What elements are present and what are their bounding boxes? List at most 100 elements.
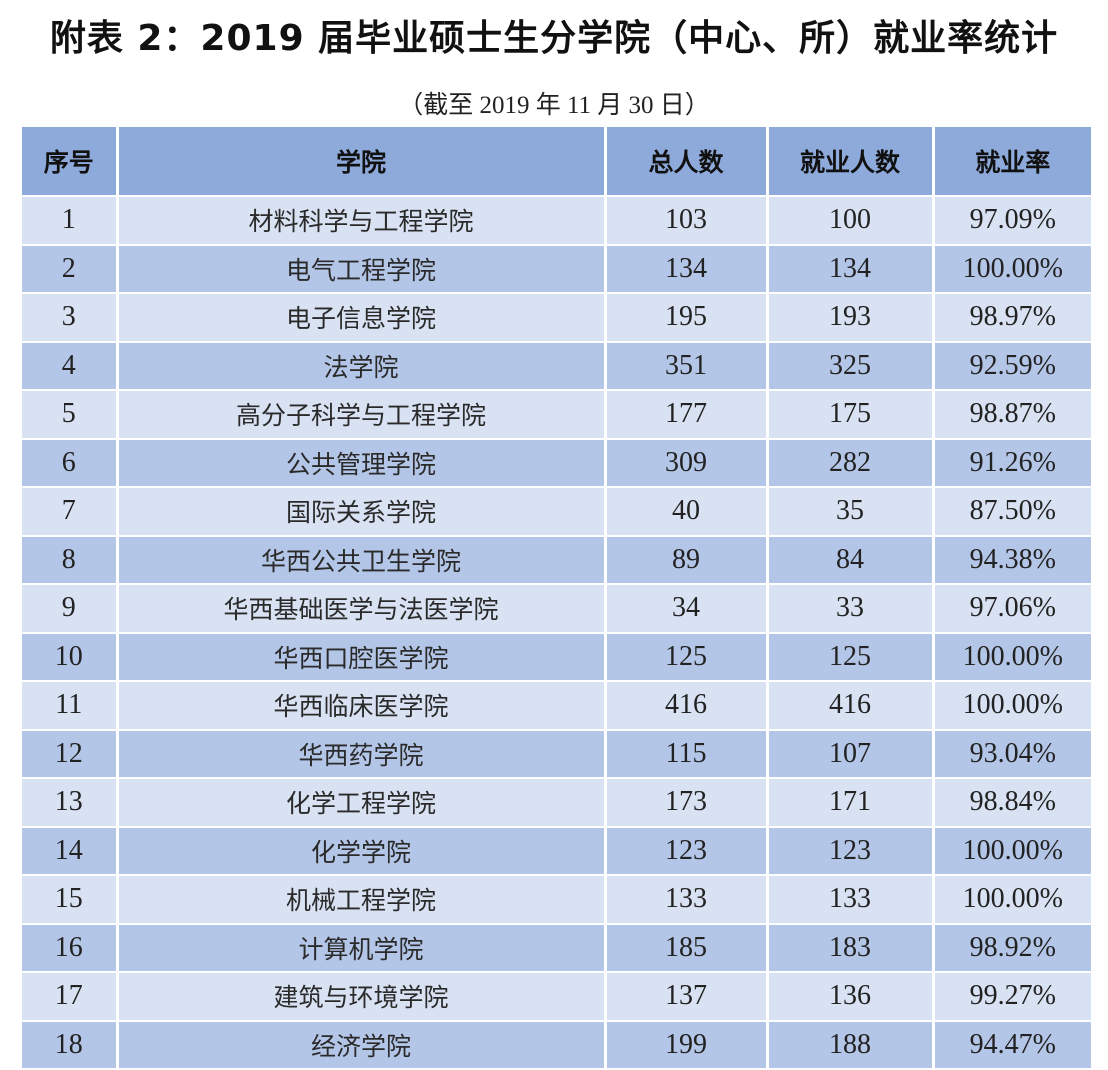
cell-total: 103	[603, 196, 767, 246]
header-rate: 就业率	[931, 127, 1091, 197]
table-header-row: 序号 学院 总人数 就业人数 就业率	[22, 127, 1091, 197]
table-subtitle-date: （截至 2019 年 11 月 30 日）	[398, 92, 710, 119]
table-row: 9 华西基础医学与法医学院 34 33 97.06%	[22, 584, 1091, 634]
cell-rate: 93.04%	[931, 729, 1091, 779]
cell-rate: 98.84%	[931, 778, 1091, 828]
cell-rate: 94.47%	[931, 1020, 1091, 1070]
table-row: 13 化学工程学院 173 171 98.84%	[22, 778, 1091, 828]
cell-total: 351	[603, 341, 767, 391]
table-row: 7 国际关系学院 40 35 87.50%	[22, 487, 1091, 537]
table-row: 1 材料科学与工程学院 103 100 97.09%	[22, 196, 1091, 246]
employment-rate-table: 序号 学院 总人数 就业人数 就业率 1 材料科学与工程学院 103 100 9…	[22, 127, 1091, 1070]
cell-total: 134	[603, 244, 767, 294]
cell-rate: 92.59%	[931, 341, 1091, 391]
table-row: 15 机械工程学院 133 133 100.00%	[22, 875, 1091, 925]
cell-rate: 100.00%	[931, 875, 1091, 925]
cell-index: 12	[22, 729, 117, 779]
cell-employed: 107	[765, 729, 933, 779]
cell-rate: 94.38%	[931, 535, 1091, 585]
cell-total: 195	[603, 293, 767, 343]
cell-employed: 171	[765, 778, 933, 828]
header-employed: 就业人数	[765, 127, 933, 197]
table-row: 12 华西药学院 115 107 93.04%	[22, 729, 1091, 779]
table-row: 16 计算机学院 185 183 98.92%	[22, 923, 1091, 973]
cell-employed: 175	[765, 390, 933, 440]
cell-total: 34	[603, 584, 767, 634]
table-row: 4 法学院 351 325 92.59%	[22, 341, 1091, 391]
cell-total: 199	[603, 1020, 767, 1070]
table-body: 1 材料科学与工程学院 103 100 97.09% 2 电气工程学院 134 …	[22, 196, 1091, 1070]
cell-college: 华西基础医学与法医学院	[115, 584, 605, 634]
cell-index: 14	[22, 826, 117, 876]
header-index: 序号	[22, 127, 117, 197]
table-row: 8 华西公共卫生学院 89 84 94.38%	[22, 535, 1091, 585]
table-row: 17 建筑与环境学院 137 136 99.27%	[22, 972, 1091, 1022]
cell-employed: 325	[765, 341, 933, 391]
cell-employed: 84	[765, 535, 933, 585]
cell-employed: 188	[765, 1020, 933, 1070]
cell-total: 115	[603, 729, 767, 779]
cell-college: 国际关系学院	[115, 487, 605, 537]
cell-college: 经济学院	[115, 1020, 605, 1070]
cell-employed: 136	[765, 972, 933, 1022]
cell-total: 40	[603, 487, 767, 537]
cell-rate: 100.00%	[931, 244, 1091, 294]
cell-total: 133	[603, 875, 767, 925]
cell-employed: 133	[765, 875, 933, 925]
cell-index: 1	[22, 196, 117, 246]
cell-index: 2	[22, 244, 117, 294]
cell-college: 建筑与环境学院	[115, 972, 605, 1022]
cell-college: 法学院	[115, 341, 605, 391]
cell-college: 化学学院	[115, 826, 605, 876]
cell-college: 公共管理学院	[115, 438, 605, 488]
header-total: 总人数	[603, 127, 767, 197]
cell-index: 8	[22, 535, 117, 585]
table-title: 附表 2：2019 届毕业硕士生分学院（中心、所）就业率统计	[49, 18, 1059, 59]
cell-employed: 125	[765, 632, 933, 682]
cell-rate: 100.00%	[931, 632, 1091, 682]
cell-college: 电子信息学院	[115, 293, 605, 343]
cell-index: 17	[22, 972, 117, 1022]
cell-rate: 98.92%	[931, 923, 1091, 973]
cell-index: 6	[22, 438, 117, 488]
cell-rate: 87.50%	[931, 487, 1091, 537]
cell-college: 材料科学与工程学院	[115, 196, 605, 246]
cell-rate: 99.27%	[931, 972, 1091, 1022]
cell-college: 高分子科学与工程学院	[115, 390, 605, 440]
cell-college: 化学工程学院	[115, 778, 605, 828]
cell-total: 309	[603, 438, 767, 488]
cell-college: 华西药学院	[115, 729, 605, 779]
cell-college: 计算机学院	[115, 923, 605, 973]
cell-total: 137	[603, 972, 767, 1022]
cell-index: 18	[22, 1020, 117, 1070]
table-row: 5 高分子科学与工程学院 177 175 98.87%	[22, 390, 1091, 440]
cell-total: 416	[603, 681, 767, 731]
cell-rate: 98.87%	[931, 390, 1091, 440]
table-row: 11 华西临床医学院 416 416 100.00%	[22, 681, 1091, 731]
cell-total: 185	[603, 923, 767, 973]
cell-college: 华西公共卫生学院	[115, 535, 605, 585]
cell-employed: 193	[765, 293, 933, 343]
cell-rate: 100.00%	[931, 681, 1091, 731]
cell-employed: 35	[765, 487, 933, 537]
cell-employed: 134	[765, 244, 933, 294]
cell-index: 4	[22, 341, 117, 391]
cell-index: 16	[22, 923, 117, 973]
cell-rate: 98.97%	[931, 293, 1091, 343]
cell-total: 173	[603, 778, 767, 828]
cell-employed: 282	[765, 438, 933, 488]
table-row: 2 电气工程学院 134 134 100.00%	[22, 244, 1091, 294]
cell-index: 7	[22, 487, 117, 537]
cell-index: 10	[22, 632, 117, 682]
cell-employed: 100	[765, 196, 933, 246]
cell-index: 3	[22, 293, 117, 343]
cell-college: 电气工程学院	[115, 244, 605, 294]
cell-college: 华西口腔医学院	[115, 632, 605, 682]
header-college: 学院	[115, 127, 605, 197]
cell-total: 177	[603, 390, 767, 440]
table-row: 3 电子信息学院 195 193 98.97%	[22, 293, 1091, 343]
table-row: 14 化学学院 123 123 100.00%	[22, 826, 1091, 876]
cell-rate: 97.06%	[931, 584, 1091, 634]
cell-index: 9	[22, 584, 117, 634]
cell-employed: 123	[765, 826, 933, 876]
